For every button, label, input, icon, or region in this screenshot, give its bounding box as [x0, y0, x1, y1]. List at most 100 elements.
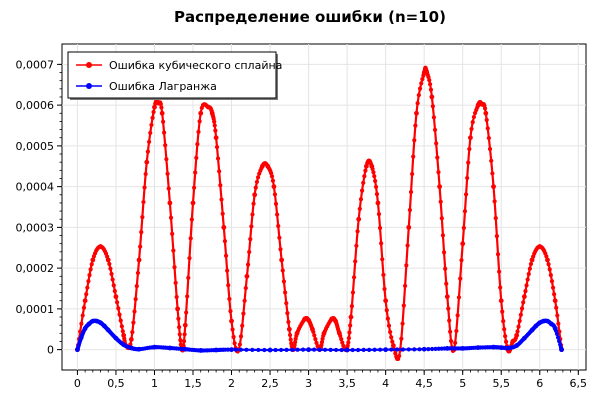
series-dot: [253, 185, 258, 190]
series-dot: [399, 336, 404, 341]
series-dot: [196, 129, 201, 134]
legend[interactable]: Ошибка кубического сплайна Ошибка Лагранж…: [67, 51, 282, 100]
series-dot: [498, 285, 503, 290]
data-point: [279, 257, 285, 263]
series-dot: [187, 256, 192, 261]
series-dot: [270, 178, 276, 183]
series-dot: [373, 178, 378, 184]
data-point: [78, 335, 84, 340]
chart-title: Распределение ошибки (n=10): [174, 8, 446, 26]
data-point: [533, 323, 539, 329]
series-dot: [273, 347, 278, 353]
data-point: [213, 347, 219, 353]
legend-item[interactable]: Ошибка кубического сплайна: [76, 59, 282, 72]
series-dot: [276, 223, 281, 229]
y-tick-label: 0,0004: [16, 181, 55, 194]
series-dot: [243, 285, 248, 291]
data-point: [406, 224, 412, 230]
series-dot: [374, 192, 380, 197]
series-dot: [133, 297, 138, 302]
series-dot: [140, 215, 145, 220]
series-dot: [328, 347, 333, 352]
series-dot: [393, 351, 398, 356]
series-dot: [547, 267, 552, 272]
data-point: [521, 335, 527, 341]
series-dot: [367, 347, 372, 352]
series-dot: [148, 130, 153, 136]
series-dot: [269, 171, 274, 176]
series-layer: [75, 65, 564, 361]
series-dot: [84, 292, 89, 297]
series-dot: [215, 156, 221, 161]
series-dot: [212, 119, 217, 124]
y-tick-label: 0,0002: [16, 262, 55, 275]
series-dot: [546, 262, 551, 267]
data-point: [375, 200, 381, 206]
data-point: [444, 294, 450, 300]
series-dot: [231, 334, 236, 340]
data-point: [468, 135, 473, 141]
series-dot: [524, 283, 529, 288]
series-dot: [502, 327, 507, 332]
series-dot: [286, 319, 291, 325]
series-dot: [348, 323, 353, 328]
series-dot: [550, 285, 556, 290]
data-point: [329, 316, 335, 322]
data-point: [98, 244, 103, 249]
series-dot: [134, 284, 139, 289]
data-point: [460, 346, 466, 351]
series-dot: [85, 285, 90, 290]
series-dot: [389, 347, 394, 352]
series-dot: [314, 340, 319, 345]
series-dot: [262, 347, 267, 353]
series-dot: [453, 340, 458, 345]
series-dot: [238, 347, 243, 352]
series-dot: [373, 184, 379, 190]
x-tick-label: 3: [305, 377, 312, 390]
series-dot: [381, 272, 386, 277]
series-dot: [465, 175, 470, 181]
legend-item[interactable]: Ошибка Лагранжа: [76, 80, 217, 93]
series-dot: [79, 321, 84, 326]
data-point: [491, 184, 496, 190]
data-point: [90, 318, 96, 324]
data-point: [128, 345, 134, 351]
series-dot: [145, 149, 150, 154]
data-point: [82, 298, 88, 304]
data-point: [152, 104, 157, 110]
data-point: [182, 322, 188, 328]
series-dot: [218, 183, 223, 188]
series-dot: [131, 320, 136, 325]
series-dot: [339, 337, 344, 342]
series-dot: [80, 313, 85, 318]
series-dot: [240, 323, 245, 328]
data-point: [155, 100, 161, 106]
series-dot: [410, 171, 415, 177]
data-point: [414, 110, 419, 116]
series-dot: [185, 294, 190, 299]
series-dot: [220, 211, 225, 216]
data-point: [483, 110, 489, 116]
data-point: [514, 332, 520, 338]
series-dot: [295, 347, 300, 352]
series-dot: [256, 347, 261, 353]
y-tick-label: 0,0006: [16, 99, 55, 112]
series-dot: [439, 216, 444, 221]
series-dot: [526, 271, 531, 277]
data-point: [206, 104, 211, 110]
data-point: [510, 339, 516, 344]
y-tick-label: 0,0005: [16, 140, 55, 153]
series-dot: [517, 318, 522, 324]
series-dot: [469, 126, 474, 132]
series-dot: [386, 323, 392, 328]
data-point: [475, 345, 481, 350]
data-point: [90, 257, 96, 263]
series-dot: [528, 261, 534, 267]
series-dot: [487, 146, 493, 152]
series-dot: [412, 347, 417, 352]
data-point: [182, 346, 188, 352]
data-point: [82, 326, 88, 331]
series-dot: [108, 266, 113, 271]
data-point: [559, 347, 564, 353]
y-tick-label: 0: [47, 344, 54, 357]
